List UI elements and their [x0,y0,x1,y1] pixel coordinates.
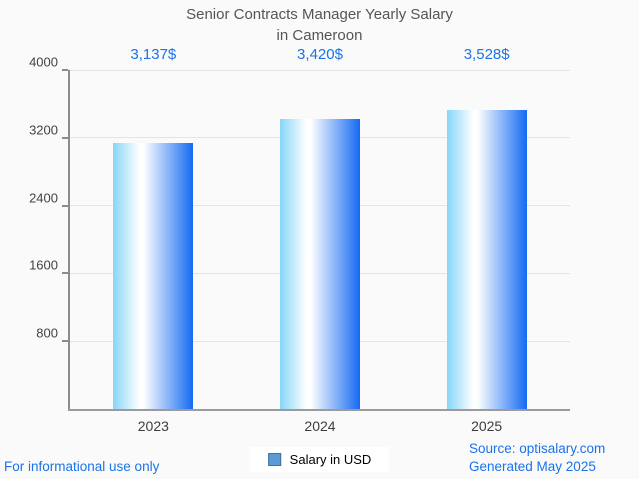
y-tick-label: 800 [36,325,58,341]
bar-value-label: 3,420$ [297,46,343,63]
footer-disclaimer: For informational use only [4,459,160,474]
y-tick-label: 4000 [29,54,58,70]
x-tick-label: 2023 [137,418,169,434]
legend-swatch-icon [267,453,281,466]
chart-title-line2: in Cameroon [276,27,363,44]
legend[interactable]: Salary in USD [249,447,390,472]
source-line: Source: optisalary.com [469,441,606,456]
x-axis-line [68,409,570,411]
generated-line: Generated May 2025 [469,459,596,474]
legend-label: Salary in USD [289,452,372,467]
y-axis-tick [62,69,68,71]
bar-2023 [113,143,194,409]
bar-value-label: 3,137$ [130,46,177,63]
plot-area: 4000 3200 2400 1600 800 3,137$ 2023 3,420$ 2024 3… [29,46,570,434]
bar-2024 [280,119,360,409]
y-axis-tick [62,204,68,207]
y-tick-label: 2400 [29,190,58,206]
gridline [70,69,570,71]
x-tick-label: 2025 [471,418,503,434]
y-tick-label: 1600 [29,257,58,273]
bar-value-label: 3,528$ [463,46,510,63]
x-tick-label: 2024 [304,418,336,434]
y-axis-tick [62,340,68,343]
y-axis-line [68,70,70,409]
y-tick-label: 3200 [29,122,58,138]
chart-title-line1: Senior Contracts Manager Yearly Salary [186,6,453,23]
y-axis-tick [62,272,68,275]
y-axis-tick [62,136,68,139]
chart-title: Senior Contracts Manager Yearly Salary i… [0,4,639,46]
bar-2025 [446,110,527,409]
source-block: Source: optisalary.com Generated May 202… [469,440,605,476]
